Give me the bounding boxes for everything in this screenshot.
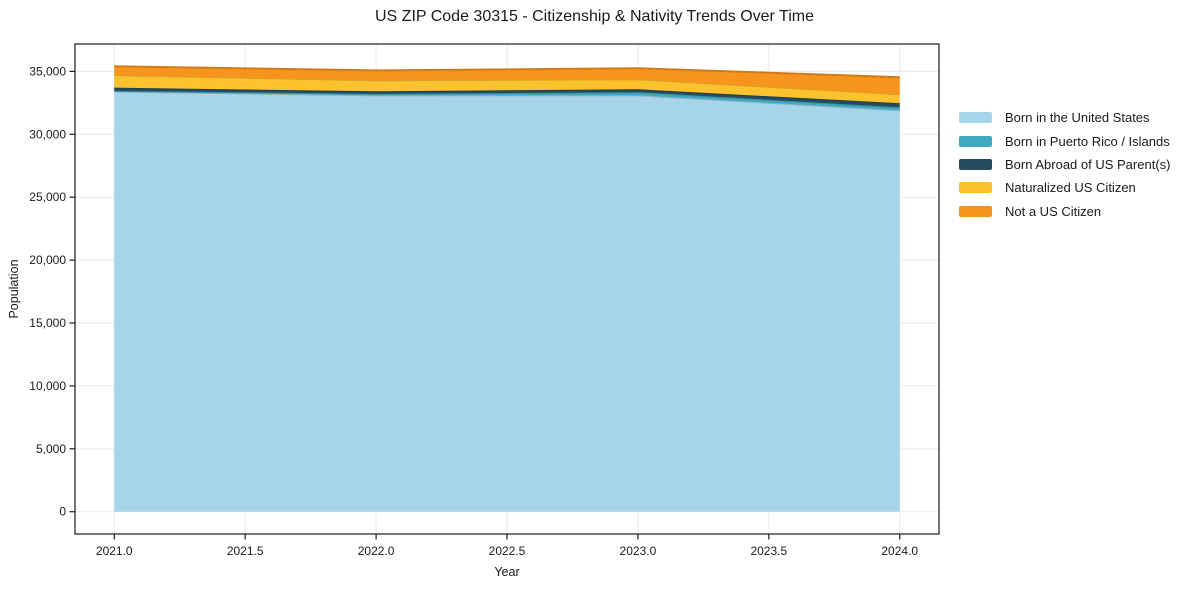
y-tick-label: 15,000	[29, 316, 66, 330]
y-tick-label: 30,000	[29, 127, 66, 141]
legend-swatch	[959, 135, 992, 147]
y-tick-label: 25,000	[29, 190, 66, 204]
area-edge-not-a-us-citizen	[114, 65, 900, 79]
legend: Born in the United States Born in Puerto …	[959, 106, 1170, 223]
area-born-in-the-united-states	[114, 91, 900, 512]
x-tick-label: 2021.5	[227, 544, 264, 558]
legend-swatch	[959, 112, 992, 124]
chart-title: US ZIP Code 30315 - Citizenship & Nativi…	[375, 8, 814, 25]
x-tick-label: 2022.5	[489, 544, 526, 558]
x-tick-label: 2024.0	[881, 544, 918, 558]
y-tick-label: 20,000	[29, 253, 66, 267]
x-tick-label: 2023.5	[750, 544, 787, 558]
legend-label: Born in the United States	[1005, 110, 1150, 126]
y-tick-label: 0	[59, 505, 66, 519]
legend-swatch	[959, 205, 992, 217]
legend-item: Born in the United States	[959, 106, 1170, 129]
legend-label: Born in Puerto Rico / Islands	[1005, 133, 1170, 149]
x-axis-label: Year	[494, 565, 520, 579]
legend-item: Not a US Citizen	[959, 200, 1170, 223]
legend-label: Not a US Citizen	[1005, 203, 1102, 219]
legend-item: Born in Puerto Rico / Islands	[959, 129, 1170, 152]
y-tick-label: 10,000	[29, 379, 66, 393]
x-tick-label: 2021.0	[96, 544, 133, 558]
y-tick-label: 5,000	[36, 442, 66, 456]
area-not-a-us-citizen	[114, 66, 900, 95]
legend-swatch	[959, 182, 992, 194]
legend-item: Naturalized US Citizen	[959, 176, 1170, 199]
y-tick-label: 35,000	[29, 64, 66, 78]
area-born-abroad-of-us-parent-s	[114, 87, 900, 108]
area-naturalized-us-citizen	[114, 75, 900, 104]
x-tick-label: 2023.0	[620, 544, 657, 558]
area-born-in-puerto-rico-islands	[114, 90, 900, 111]
legend-item: Born Abroad of US Parent(s)	[959, 153, 1170, 176]
x-tick-label: 2022.0	[358, 544, 395, 558]
legend-label: Naturalized US Citizen	[1005, 180, 1136, 196]
legend-label: Born Abroad of US Parent(s)	[1005, 156, 1171, 172]
legend-swatch	[959, 158, 992, 170]
y-axis-label: Population	[7, 259, 21, 319]
